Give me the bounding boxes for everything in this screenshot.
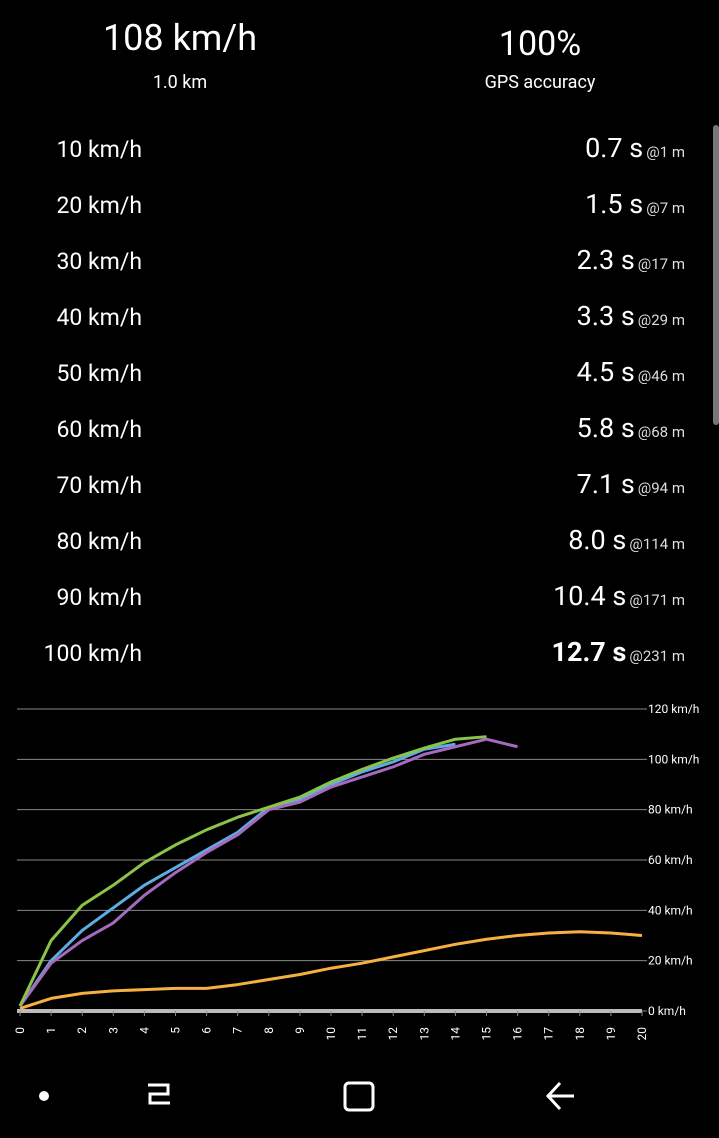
split-distance: @231 m: [629, 647, 685, 665]
split-speed: 50 km/h: [56, 360, 142, 387]
x-tick-label: 1: [44, 1027, 58, 1034]
split-result: 1.5 s @7 m: [585, 188, 685, 220]
split-time: 2.3 s: [577, 244, 635, 276]
split-time: 12.7 s: [551, 636, 626, 668]
split-speed: 20 km/h: [56, 192, 142, 219]
x-tick-label: 2: [75, 1027, 89, 1034]
split-result: 5.8 s @68 m: [577, 412, 685, 444]
split-speed: 70 km/h: [56, 472, 142, 499]
split-speed: 100 km/h: [44, 640, 142, 667]
split-distance: @17 m: [638, 255, 685, 273]
x-tick-label: 19: [604, 1027, 618, 1041]
split-result: 2.3 s @17 m: [577, 244, 685, 276]
split-distance: @1 m: [646, 143, 685, 161]
x-tick-label: 8: [262, 1027, 276, 1034]
x-tick-label: 5: [169, 1027, 183, 1034]
x-tick-label: 6: [200, 1027, 214, 1034]
split-time: 1.5 s: [585, 188, 643, 220]
split-distance: @29 m: [638, 311, 685, 329]
split-result: 7.1 s @94 m: [577, 468, 685, 500]
x-tick-label: 11: [355, 1027, 369, 1041]
series-line: [18, 735, 487, 1007]
y-tick-label: 0 km/h: [648, 1004, 686, 1018]
x-tick-label: 10: [324, 1027, 338, 1041]
split-result: 8.0 s @114 m: [568, 524, 685, 556]
x-tick-label: 3: [106, 1027, 120, 1034]
y-tick-label: 100 km/h: [648, 752, 699, 766]
x-tick-label: 9: [293, 1027, 307, 1034]
recents-button[interactable]: [148, 1083, 170, 1105]
x-tick-label: 12: [386, 1027, 400, 1041]
series-line: [18, 737, 518, 1007]
split-result: 0.7 s @1 m: [585, 132, 685, 164]
y-tick-label: 80 km/h: [648, 803, 693, 817]
back-button[interactable]: [545, 1081, 574, 1111]
split-time: 7.1 s: [577, 468, 635, 500]
split-speed: 10 km/h: [56, 136, 142, 163]
series-line: [18, 742, 456, 1007]
series-line: [19, 930, 643, 1010]
split-result: 4.5 s @46 m: [577, 356, 685, 388]
x-tick-label: 0: [13, 1027, 27, 1034]
gps-accuracy-label: GPS accuracy: [485, 72, 596, 93]
x-tick-label: 14: [448, 1027, 462, 1041]
y-tick-label: 20 km/h: [648, 954, 693, 968]
y-tick-label: 120 km/h: [648, 702, 699, 716]
split-distance: @94 m: [638, 479, 685, 497]
current-speed: 108 km/h: [103, 17, 257, 59]
home-button[interactable]: [343, 1081, 375, 1112]
x-tick-label: 15: [480, 1027, 494, 1041]
split-distance: @171 m: [629, 591, 685, 609]
split-result: 3.3 s @29 m: [577, 300, 685, 332]
distance: 1.0 km: [153, 72, 207, 93]
split-distance: @114 m: [629, 535, 685, 553]
split-time: 3.3 s: [577, 300, 635, 332]
split-time: 10.4 s: [553, 580, 626, 612]
x-tick-label: 17: [542, 1027, 556, 1041]
gps-accuracy: 100%: [499, 24, 581, 64]
split-speed: 90 km/h: [56, 584, 142, 611]
split-time: 4.5 s: [577, 356, 635, 388]
y-tick-label: 40 km/h: [648, 903, 693, 917]
split-speed: 60 km/h: [56, 416, 142, 443]
split-result: 10.4 s @171 m: [553, 580, 685, 612]
x-tick-label: 4: [137, 1027, 151, 1034]
scrollbar: [713, 125, 719, 425]
x-tick-label: 7: [231, 1027, 245, 1034]
split-distance: @68 m: [638, 423, 685, 441]
split-time: 5.8 s: [577, 412, 635, 444]
x-tick-label: 20: [635, 1027, 649, 1041]
split-speed: 80 km/h: [56, 528, 142, 555]
split-speed: 30 km/h: [56, 248, 142, 275]
split-distance: @7 m: [646, 199, 685, 217]
split-time: 0.7 s: [585, 132, 643, 164]
split-result: 12.7 s @231 m: [551, 636, 685, 668]
split-distance: @46 m: [638, 367, 685, 385]
split-time: 8.0 s: [568, 524, 626, 556]
nav-bar: [39, 1081, 574, 1112]
x-tick-label: 13: [417, 1027, 431, 1041]
x-tick-label: 18: [573, 1027, 587, 1041]
x-tick-label: 16: [511, 1027, 525, 1041]
split-speed: 40 km/h: [56, 304, 142, 331]
nav-dot[interactable]: [39, 1091, 49, 1101]
y-tick-label: 60 km/h: [648, 853, 693, 867]
